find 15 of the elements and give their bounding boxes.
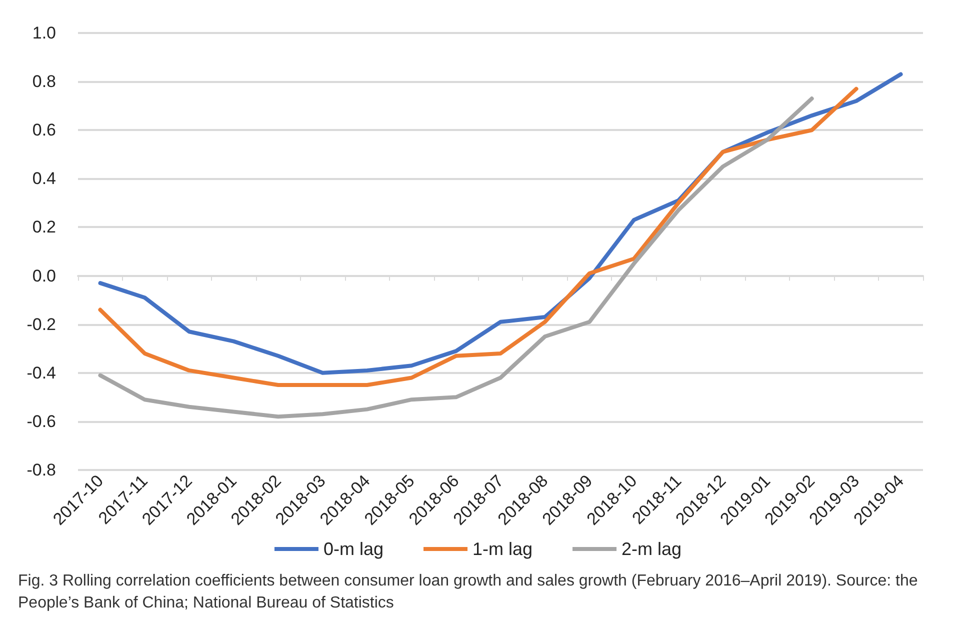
y-tick-label: -0.8 (26, 460, 56, 480)
legend-label: 1-m lag (472, 539, 533, 559)
y-tick-label: -0.2 (26, 314, 56, 334)
y-tick-label: 0.4 (32, 169, 56, 188)
legend-label: 0-m lag (323, 539, 384, 559)
caption: Fig. 3 Rolling correlation coefficients between consumer loan growth and sales growth (February 2016–April 2019). Source: the People’s Bank of China; National Bureau of Statistics (18, 572, 922, 612)
y-tick-label: -0.6 (26, 412, 56, 431)
y-tick-label: 0.6 (32, 120, 56, 140)
y-tick-label: 0.0 (32, 266, 56, 286)
y-tick-label: 0.2 (32, 218, 56, 237)
legend-label: 2-m lag (622, 539, 682, 559)
y-tick-label: 0.8 (32, 72, 56, 92)
y-tick-label: -0.4 (26, 363, 56, 382)
y-tick-label: 1.0 (32, 24, 56, 42)
line-series (98, 96, 814, 419)
